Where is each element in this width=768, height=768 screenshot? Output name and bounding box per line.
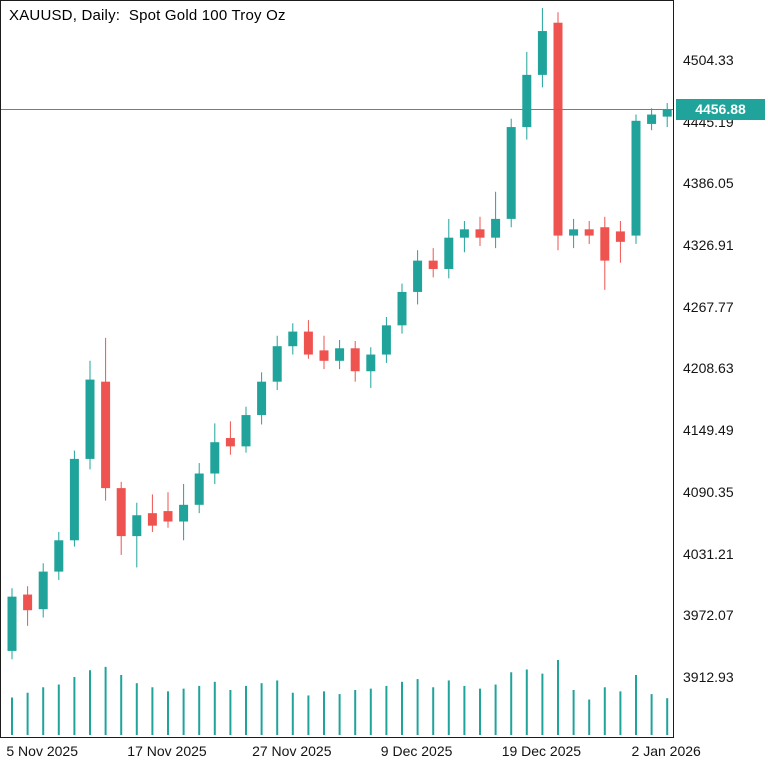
date-tick-label: 27 Nov 2025 xyxy=(252,743,332,759)
candle-body xyxy=(459,229,469,238)
candle-body xyxy=(615,231,625,242)
candle-body xyxy=(506,127,516,219)
candle-body xyxy=(303,331,313,355)
candle-body xyxy=(553,22,563,236)
price-tick-label: 4267.77 xyxy=(683,298,734,315)
candle-body xyxy=(350,348,360,372)
candle-body xyxy=(397,291,407,326)
chart-title: XAUUSD, Daily: Spot Gold 100 Troy Oz xyxy=(9,7,286,24)
candle-body xyxy=(600,227,610,261)
candle-body xyxy=(584,229,594,236)
candle-body xyxy=(335,348,345,361)
price-tick-label: 3972.07 xyxy=(683,607,734,624)
candle-body xyxy=(444,237,454,269)
candle-body xyxy=(537,31,547,75)
candle-body xyxy=(23,594,33,611)
candle-body xyxy=(38,571,48,610)
candle-body xyxy=(101,381,111,489)
candle-body xyxy=(147,513,157,526)
price-tick-label: 4031.21 xyxy=(683,545,734,562)
date-tick-label: 17 Nov 2025 xyxy=(127,743,207,759)
candle-body xyxy=(85,379,95,459)
candlestick-chart-canvas[interactable] xyxy=(1,1,673,737)
candle-body xyxy=(54,540,64,572)
candle-body xyxy=(647,114,657,124)
candle-body xyxy=(7,596,17,651)
candle-body xyxy=(413,260,423,292)
price-tick-label: 4386.05 xyxy=(683,175,734,192)
candle-body xyxy=(491,218,501,238)
candle-body xyxy=(288,331,298,347)
price-tick-label: 3912.93 xyxy=(683,669,734,686)
candle-body xyxy=(194,473,204,505)
candle-body xyxy=(381,325,391,355)
candle-body xyxy=(662,109,672,117)
candle-body xyxy=(163,511,173,522)
candle-body xyxy=(179,504,189,522)
price-tick-label: 4326.91 xyxy=(683,237,734,254)
price-tick-label: 4149.49 xyxy=(683,422,734,439)
candle-body xyxy=(428,260,438,269)
candle-body xyxy=(210,442,220,474)
candle-body xyxy=(319,350,329,361)
candle-body xyxy=(69,458,79,541)
candle-body xyxy=(257,381,267,416)
candle-body xyxy=(522,74,532,128)
current-price-badge: 4456.88 xyxy=(676,98,765,120)
date-tick-label: 2 Jan 2026 xyxy=(631,743,701,759)
price-tick-label: 4208.63 xyxy=(683,360,734,377)
candle-body xyxy=(272,346,282,382)
price-tick-label: 4090.35 xyxy=(683,483,734,500)
candle-body xyxy=(631,120,641,236)
date-tick-label: 5 Nov 2025 xyxy=(6,743,78,759)
time-axis[interactable]: 5 Nov 2025 17 Nov 2025 27 Nov 2025 9 Dec 20… xyxy=(0,738,768,768)
candle-body xyxy=(225,438,235,447)
candle-body xyxy=(366,354,376,372)
candle-body xyxy=(475,229,485,238)
price-tick-label: 4504.33 xyxy=(683,51,734,68)
candle-body xyxy=(116,488,126,537)
price-axis[interactable]: 4504.33 4445.19 4386.05 4326.91 4267.77 4208.… xyxy=(674,0,768,738)
candle-body xyxy=(132,515,142,537)
date-tick-label: 19 Dec 2025 xyxy=(501,743,582,759)
candle-body xyxy=(241,415,251,447)
chart-plot-area[interactable]: XAUUSD, Daily: Spot Gold 100 Troy Oz xyxy=(0,0,674,738)
candle-body xyxy=(569,229,579,236)
date-tick-label: 9 Dec 2025 xyxy=(380,743,453,759)
